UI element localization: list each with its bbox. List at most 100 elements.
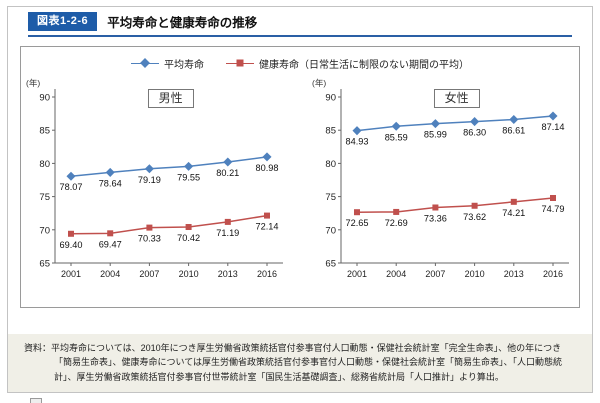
legend-item-life-expectancy: 平均寿命	[131, 56, 204, 71]
y-tick-label: 90	[325, 93, 336, 104]
x-tick-label: 2016	[257, 269, 277, 279]
value-label: 79.55	[177, 172, 200, 182]
value-label: 80.21	[216, 168, 239, 178]
value-label: 70.42	[177, 233, 200, 243]
diamond-point	[470, 117, 480, 127]
square-marker-icon	[226, 58, 254, 68]
source-text: 資料：平均寿命については、2010年につき厚生労働省政策統括官付参事官付人口動態…	[24, 342, 563, 382]
square-point	[264, 212, 270, 219]
chart-title-male: 男性	[147, 89, 194, 108]
value-label: 69.47	[99, 239, 122, 249]
value-label: 78.07	[60, 182, 83, 192]
y-tick-label: 70	[39, 225, 50, 236]
value-label: 84.93	[346, 137, 369, 147]
value-label: 71.19	[216, 228, 239, 238]
source-label: 資料：	[24, 342, 52, 353]
chart-male: (年) 65 70 75 80 85 90 2001 2004 2007 2010 2013 2016 7…	[21, 77, 293, 303]
line-series	[356, 115, 554, 132]
y-tick-label: 85	[39, 126, 50, 137]
square-point	[471, 202, 478, 209]
x-tick-label: 2001	[61, 269, 81, 279]
line-series	[70, 214, 268, 235]
square-point	[432, 204, 439, 211]
y-tick-label: 65	[325, 259, 336, 270]
square-point	[354, 209, 360, 216]
figure-frame: 図表1-2-6 平均寿命と健康寿命の推移 平均寿命 健康寿命（日常生活に制限のな…	[7, 6, 593, 393]
source-note: 資料：平均寿命については、2010年につき厚生労働省政策統括官付参事官付人口動態…	[8, 333, 592, 392]
square-point	[550, 194, 556, 201]
x-tick-label: 2007	[139, 269, 159, 279]
line-series	[356, 197, 554, 213]
value-label: 85.99	[424, 130, 447, 140]
figure-header: 図表1-2-6 平均寿命と健康寿命の推移	[28, 12, 572, 37]
x-tick-label: 2013	[504, 269, 524, 279]
diamond-point	[548, 111, 558, 121]
value-label: 80.98	[256, 163, 279, 173]
value-label: 72.65	[346, 218, 369, 228]
diamond-point	[105, 167, 115, 177]
diamond-point	[430, 119, 440, 129]
value-label: 73.36	[424, 213, 447, 223]
next-figure-partial	[30, 398, 42, 403]
diamond-point	[144, 164, 154, 174]
square-point	[393, 208, 400, 215]
y-tick-label: 70	[325, 225, 336, 236]
value-label: 73.62	[463, 212, 486, 222]
x-tick-label: 2004	[386, 269, 406, 279]
charts-row: (年) 65 70 75 80 85 90 2001 2004 2007 2010 2013 2016 7…	[21, 75, 579, 303]
value-label: 72.69	[385, 218, 408, 228]
figure-title: 平均寿命と健康寿命の推移	[107, 16, 258, 30]
diamond-point	[66, 171, 76, 181]
square-point	[146, 224, 153, 231]
y-tick-label: 80	[325, 159, 336, 170]
chart-legend: 平均寿命 健康寿命（日常生活に制限のない期間の平均）	[21, 51, 579, 75]
value-label: 78.64	[99, 178, 122, 188]
value-label: 86.61	[502, 126, 525, 136]
diamond-point	[223, 157, 233, 167]
diamond-point	[391, 121, 401, 131]
chart-panel: 平均寿命 健康寿命（日常生活に制限のない期間の平均） (年) 65 70 75 80 85…	[20, 46, 580, 308]
y-tick-label: 80	[39, 159, 50, 170]
x-tick-label: 2010	[179, 269, 199, 279]
square-point	[107, 230, 114, 237]
square-point	[224, 218, 231, 225]
legend-label: 平均寿命	[164, 59, 204, 71]
x-tick-label: 2013	[218, 269, 238, 279]
value-label: 86.30	[463, 128, 486, 138]
male-line-chart: (年) 65 70 75 80 85 90 2001 2004 2007 2010 2013 2016 7…	[26, 78, 283, 279]
diamond-point	[184, 161, 194, 171]
x-tick-label: 2010	[465, 269, 485, 279]
value-label: 74.79	[542, 204, 565, 214]
line-series	[70, 156, 268, 177]
value-label: 87.14	[542, 122, 565, 132]
y-tick-label: 75	[325, 192, 336, 203]
legend-item-healthy-life-expectancy: 健康寿命（日常生活に制限のない期間の平均）	[226, 56, 469, 71]
x-tick-label: 2001	[347, 269, 367, 279]
axis-unit-label: (年)	[26, 78, 40, 88]
y-tick-label: 65	[39, 259, 50, 270]
x-tick-label: 2016	[543, 269, 563, 279]
chart-title-female: 女性	[433, 89, 480, 108]
square-point	[185, 224, 192, 231]
y-tick-label: 75	[39, 192, 50, 203]
diamond-point	[509, 114, 519, 125]
value-label: 85.59	[385, 132, 408, 142]
value-label: 70.33	[138, 234, 161, 244]
value-label: 74.21	[502, 208, 525, 218]
axis-unit-label: (年)	[312, 78, 326, 88]
legend-label: 健康寿命（日常生活に制限のない期間の平均）	[259, 59, 469, 71]
square-point	[510, 198, 517, 205]
y-tick-label: 90	[39, 93, 50, 104]
value-label: 72.14	[256, 222, 279, 232]
x-tick-label: 2007	[425, 269, 445, 279]
square-point	[68, 230, 74, 237]
diamond-point	[262, 152, 272, 162]
diamond-point	[352, 126, 362, 136]
value-label: 79.19	[138, 175, 161, 185]
value-label: 69.40	[60, 240, 83, 250]
figure-number-badge: 図表1-2-6	[28, 12, 98, 31]
x-tick-label: 2004	[100, 269, 120, 279]
female-line-chart: (年) 65 70 75 80 85 90 2001 2004 2007 2010 2013 2016 8…	[312, 78, 569, 279]
chart-female: (年) 65 70 75 80 85 90 2001 2004 2007 2010 2013 2016 8…	[307, 77, 579, 303]
